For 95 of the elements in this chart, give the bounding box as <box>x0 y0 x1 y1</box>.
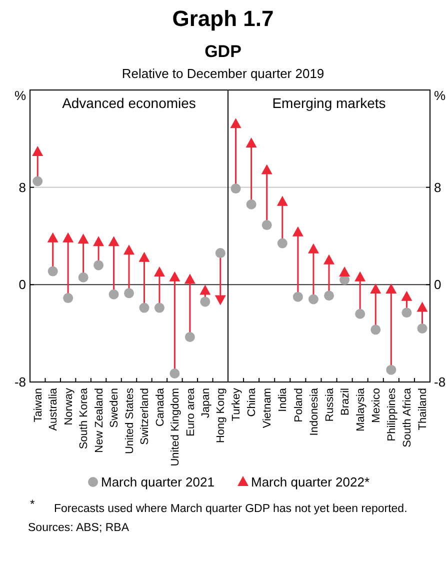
point <box>339 266 350 276</box>
point <box>292 292 303 302</box>
point <box>63 293 74 304</box>
point <box>154 302 164 313</box>
point <box>261 164 272 174</box>
point <box>48 266 58 276</box>
x-tick-label: New Zealand <box>93 388 106 453</box>
point <box>215 248 226 258</box>
point <box>416 302 428 312</box>
point <box>308 243 319 254</box>
source-note: Sources: ABS; RBA <box>28 522 130 534</box>
x-tick-label: United States <box>124 388 136 454</box>
point <box>32 146 44 156</box>
y-tick-label: -8 <box>14 374 26 390</box>
x-tick-label: Poland <box>292 388 305 422</box>
point <box>138 252 150 262</box>
point <box>230 184 241 194</box>
point <box>108 236 120 246</box>
x-tick-label: United Kingdom <box>170 388 182 466</box>
point <box>78 234 89 244</box>
point <box>230 118 242 128</box>
x-tick-label: Malaysia <box>354 387 367 432</box>
x-tick-label: Thailand <box>417 388 430 430</box>
point <box>94 260 104 270</box>
point <box>200 296 210 307</box>
point <box>355 308 366 319</box>
x-tick-label: India <box>277 387 290 412</box>
y-tick-label: 8 <box>18 180 26 195</box>
x-tick-label: Russia <box>324 387 336 422</box>
point <box>417 323 428 334</box>
x-tick-label: Philippines <box>386 388 398 442</box>
x-tick-label: Norway <box>62 388 75 426</box>
x-tick-label: Euro area <box>184 387 197 436</box>
point <box>324 254 334 264</box>
point <box>139 302 150 313</box>
point <box>214 295 226 306</box>
x-tick-label: Indonesia <box>308 387 320 436</box>
point <box>370 284 382 294</box>
point <box>108 289 119 300</box>
point <box>277 238 288 248</box>
y-tick-label: 0 <box>434 277 442 292</box>
point <box>402 308 412 318</box>
y-axis-title: % <box>14 88 26 103</box>
point <box>78 272 88 282</box>
x-tick-label: Taiwan <box>32 388 44 422</box>
point <box>401 290 412 301</box>
x-tick-label: Mexico <box>370 388 382 423</box>
point <box>386 364 396 375</box>
point <box>308 294 318 304</box>
point <box>184 274 196 284</box>
point <box>47 232 58 242</box>
point <box>169 271 180 282</box>
y-tick-label: 8 <box>434 180 442 195</box>
point <box>386 284 397 294</box>
y-tick-label: 0 <box>18 277 26 292</box>
point <box>62 232 74 242</box>
x-tick-label: Australia <box>48 387 60 431</box>
y-axis-title: % <box>434 88 446 103</box>
point <box>93 236 104 246</box>
point <box>154 266 165 276</box>
point <box>262 220 272 230</box>
point <box>292 226 304 236</box>
chart-title: Emerging markets <box>272 95 386 111</box>
point <box>370 324 381 335</box>
x-tick-label: Japan <box>200 388 212 418</box>
legend-label: March quarter 2022* <box>251 474 370 490</box>
chart-title: Advanced economies <box>62 95 196 111</box>
text: GDP <box>204 42 242 61</box>
y-tick-label: -8 <box>434 374 446 390</box>
point <box>170 368 180 378</box>
point <box>124 288 134 298</box>
text: Relative to December quarter 2019 <box>122 66 324 81</box>
x-tick-label: Canada <box>154 387 166 427</box>
point <box>184 332 195 342</box>
x-tick-label: Turkey <box>230 388 243 422</box>
point <box>124 244 134 255</box>
x-tick-label: Hong Kong <box>215 388 228 444</box>
point <box>324 290 334 301</box>
x-tick-label: South Korea <box>78 387 90 450</box>
x-tick-label: South Africa <box>402 387 414 448</box>
x-tick-label: China <box>246 387 258 417</box>
point <box>32 176 43 186</box>
text: * <box>30 497 35 511</box>
text: Forecasts used where March quarter GDP has not yet been reported. <box>54 503 408 515</box>
point <box>354 271 366 282</box>
x-tick-label: Brazil <box>339 388 352 416</box>
x-tick-label: Vietnam <box>262 388 274 428</box>
point <box>276 196 288 206</box>
point <box>246 138 257 148</box>
x-tick-label: Sweden <box>108 388 121 428</box>
point <box>246 199 256 210</box>
point <box>200 284 211 295</box>
caption: Graph 1.7 <box>172 6 274 31</box>
legend-label: March quarter 2021 <box>101 474 214 490</box>
x-tick-label: Switzerland <box>139 388 152 445</box>
